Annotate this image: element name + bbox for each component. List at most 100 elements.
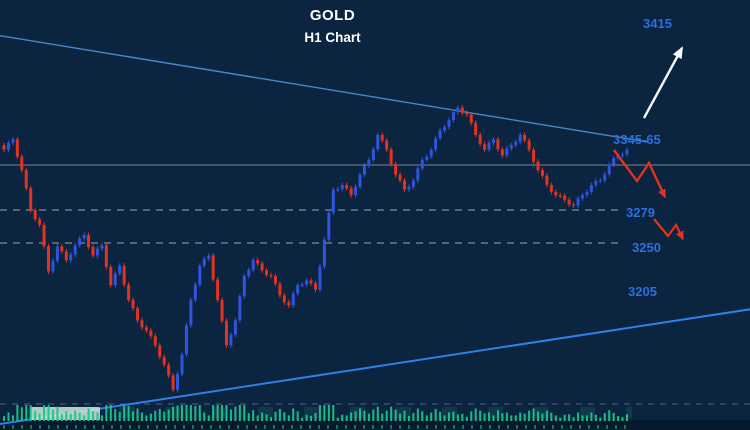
volume-bar: [149, 413, 152, 421]
candle-body: [425, 156, 429, 160]
candle-body: [456, 107, 460, 113]
volume-bar: [425, 415, 428, 421]
volume-bar: [470, 411, 473, 421]
candle-body: [505, 148, 509, 156]
bearish-projection-arrow-1: [613, 149, 667, 199]
candle-body: [549, 184, 553, 192]
candle-body: [184, 325, 188, 355]
volume-bar: [407, 415, 410, 421]
candle-body: [563, 195, 567, 200]
candle-body: [340, 184, 344, 190]
volume-bar: [608, 410, 611, 421]
candle-body: [576, 198, 580, 206]
volume-bar: [528, 410, 531, 421]
candle-body: [113, 273, 117, 286]
volume-bar: [456, 414, 459, 421]
candle-body: [447, 120, 451, 128]
volume-bar: [314, 412, 317, 421]
candle-body: [11, 139, 15, 143]
volume-bar: [265, 414, 268, 421]
volume-bar: [114, 408, 117, 421]
volume-bar: [274, 411, 277, 421]
candle-body: [514, 141, 518, 146]
volume-bar: [287, 415, 290, 421]
candle-body: [331, 189, 335, 213]
volume-bar: [514, 415, 517, 421]
volume-bar: [496, 410, 499, 421]
support-2-label: 3250: [632, 240, 661, 255]
candle-body: [398, 174, 402, 181]
candle-body: [287, 302, 291, 306]
volume-bar: [345, 415, 348, 421]
volume-bar: [234, 406, 237, 421]
volume-bar: [16, 405, 19, 421]
volume-bar: [403, 410, 406, 421]
candle-body: [376, 134, 380, 150]
volume-bar: [163, 411, 166, 421]
volume-bar: [185, 405, 188, 421]
candle-body: [167, 364, 171, 376]
candle-body: [385, 140, 389, 150]
volume-bar: [270, 417, 272, 421]
candle-body: [362, 165, 366, 175]
candle-body: [532, 149, 536, 162]
candle-body: [78, 238, 82, 246]
volume-bar: [399, 413, 402, 421]
volume-bar: [318, 405, 321, 421]
candle-body: [403, 180, 406, 190]
volume-bar: [439, 411, 442, 421]
volume-bar: [65, 411, 68, 421]
volume-bar: [327, 405, 330, 421]
volume-bar: [3, 416, 5, 421]
candle-body: [158, 345, 162, 357]
candle-body: [211, 255, 215, 280]
volume-bar: [167, 409, 170, 421]
candle-body: [509, 145, 513, 149]
volume-bar: [590, 412, 593, 421]
candle-body: [202, 258, 206, 266]
volume-bar: [594, 414, 597, 421]
volume-bar: [452, 411, 455, 421]
volume-bar: [247, 413, 250, 421]
volume-bar: [256, 415, 259, 421]
volume-bar: [105, 405, 108, 421]
candle-body: [309, 280, 313, 284]
volume-bar: [109, 405, 112, 421]
volume-bar: [43, 405, 46, 421]
volume-bar: [341, 414, 344, 421]
volume-bar: [96, 412, 99, 421]
candle-body: [69, 254, 73, 261]
volume-bar: [581, 415, 584, 421]
volume-bar: [323, 405, 326, 421]
upside-target-label: 3415: [643, 16, 672, 31]
volume-bar: [381, 413, 384, 421]
volume-bar: [572, 417, 575, 421]
candle-body: [603, 174, 607, 181]
chart-title-block: GOLD H1 Chart: [250, 8, 415, 45]
volume-bar: [225, 405, 228, 421]
volume-bar: [532, 408, 535, 421]
bullish-projection-arrow: [642, 46, 684, 119]
candle-body: [2, 145, 6, 150]
candle-body: [122, 265, 126, 285]
candle-body: [460, 107, 464, 113]
candle-body: [180, 354, 184, 374]
candle-body: [118, 265, 122, 274]
candle-body: [51, 260, 55, 272]
volume-bar: [11, 415, 14, 421]
candle-body: [278, 283, 282, 296]
volume-bar: [385, 410, 388, 421]
candle-body: [82, 235, 86, 239]
volume-bar: [212, 405, 215, 421]
candle-body: [300, 284, 304, 286]
volume-bar: [292, 408, 295, 421]
volume-bar: [443, 415, 446, 421]
candle-body: [567, 199, 571, 205]
volume-bar: [492, 415, 495, 421]
candle-body: [487, 142, 491, 150]
volume-bar: [238, 405, 241, 421]
candle-body: [189, 299, 193, 326]
candle-body: [558, 195, 562, 197]
